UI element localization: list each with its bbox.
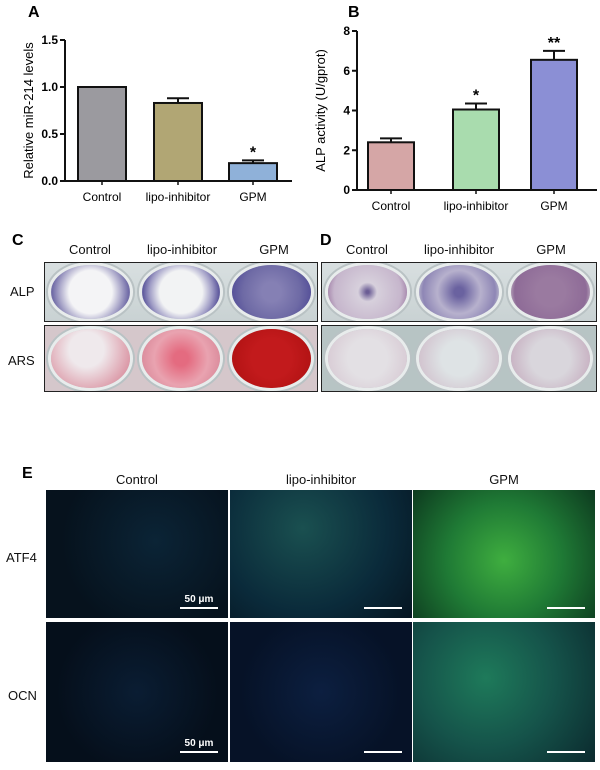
scale-bar	[547, 751, 585, 753]
panel-label-d: D	[320, 232, 332, 249]
x-tick-label: Control	[83, 190, 122, 204]
alp-stain-d	[321, 262, 597, 322]
column-header: Control	[346, 242, 388, 257]
y-axis-label: Relative miR-214 levels	[21, 42, 36, 179]
row-label-ocn: OCN	[8, 688, 37, 703]
column-header: GPM	[536, 242, 566, 257]
y-tick-label: 0.0	[41, 174, 58, 188]
y-tick-label: 0	[343, 183, 350, 197]
panel-label-a: A	[28, 4, 40, 21]
ars-stain-c	[44, 325, 318, 392]
x-tick-label: GPM	[540, 199, 567, 213]
significance-marker: *	[250, 144, 257, 161]
row-label-ars: ARS	[8, 353, 35, 368]
well-lipo-inhibitor	[419, 328, 499, 389]
significance-marker: **	[548, 35, 561, 52]
well-gpm	[510, 265, 591, 319]
column-header: lipo-inhibitor	[146, 242, 218, 257]
bar-gpm	[530, 58, 578, 191]
column-header: GPM	[489, 472, 519, 487]
scale-bar-label: 50 μm	[184, 594, 214, 605]
row-label-alp: ALP	[10, 284, 35, 299]
x-tick-label: lipo-inhibitor	[444, 199, 509, 213]
scale-bar	[180, 751, 218, 753]
chart-b: B Control * lipo-inhibitor ** GPM 0 2 4 6 8 ALP ac…	[313, 4, 597, 213]
significance-marker: *	[473, 88, 480, 105]
bar-lipo-inhibitor	[452, 108, 500, 191]
well-lipo-inhibitor	[141, 328, 221, 389]
well-lipo-inhibitor	[419, 265, 499, 319]
scale-bar	[547, 607, 585, 609]
column-header: GPM	[259, 242, 289, 257]
scale-bar-label: 50 μm	[184, 738, 214, 749]
scale-bar	[180, 607, 218, 609]
well-control	[327, 265, 408, 319]
bar-gpm	[228, 162, 278, 182]
y-tick-label: 1.0	[41, 80, 58, 94]
fluorescence-atf4-control: 50 μm	[46, 490, 228, 618]
y-tick-label: 0.5	[41, 127, 58, 141]
scale-bar	[364, 607, 402, 609]
panel-label-b: B	[348, 4, 360, 21]
well-control	[327, 328, 408, 389]
panel-label-c: C	[12, 232, 24, 249]
ars-stain-d	[321, 325, 597, 392]
well-gpm	[510, 328, 591, 389]
x-tick-label: lipo-inhibitor	[146, 190, 211, 204]
fluorescence-atf4-lipo-inhibitor	[230, 490, 412, 618]
y-tick-label: 1.5	[41, 33, 58, 47]
y-tick-label: 6	[343, 64, 350, 78]
y-axis-label: ALP activity (U/gprot)	[313, 49, 328, 172]
fluorescence-ocn-control: 50 μm	[46, 622, 228, 762]
alp-stain-c	[44, 262, 318, 322]
fluorescence-ocn-gpm	[413, 622, 595, 762]
panel-label-e: E	[22, 465, 33, 482]
y-tick-label: 4	[343, 104, 350, 118]
row-label-atf4: ATF4	[6, 550, 37, 565]
scale-bar	[364, 751, 402, 753]
bar-control	[77, 86, 127, 182]
x-tick-label: Control	[372, 199, 411, 213]
fluorescence-atf4-gpm	[413, 490, 595, 618]
well-control	[50, 328, 130, 389]
fluorescence-ocn-lipo-inhibitor	[230, 622, 412, 762]
well-lipo-inhibitor	[141, 265, 221, 319]
column-header: Control	[116, 472, 158, 487]
well-gpm	[232, 265, 312, 319]
chart-a: A Control lipo-inhibitor * GPM 0.0 0.5 1.0 1.5 R…	[21, 4, 292, 204]
column-header: Control	[69, 242, 111, 257]
column-header: lipo-inhibitor	[423, 242, 495, 257]
x-tick-label: GPM	[239, 190, 266, 204]
bar-lipo-inhibitor	[153, 101, 203, 182]
y-tick-label: 2	[343, 143, 350, 157]
column-header: lipo-inhibitor	[285, 472, 357, 487]
y-tick-label: 8	[343, 24, 350, 38]
well-gpm	[232, 328, 312, 389]
bar-control	[367, 141, 415, 192]
well-control	[50, 265, 130, 319]
